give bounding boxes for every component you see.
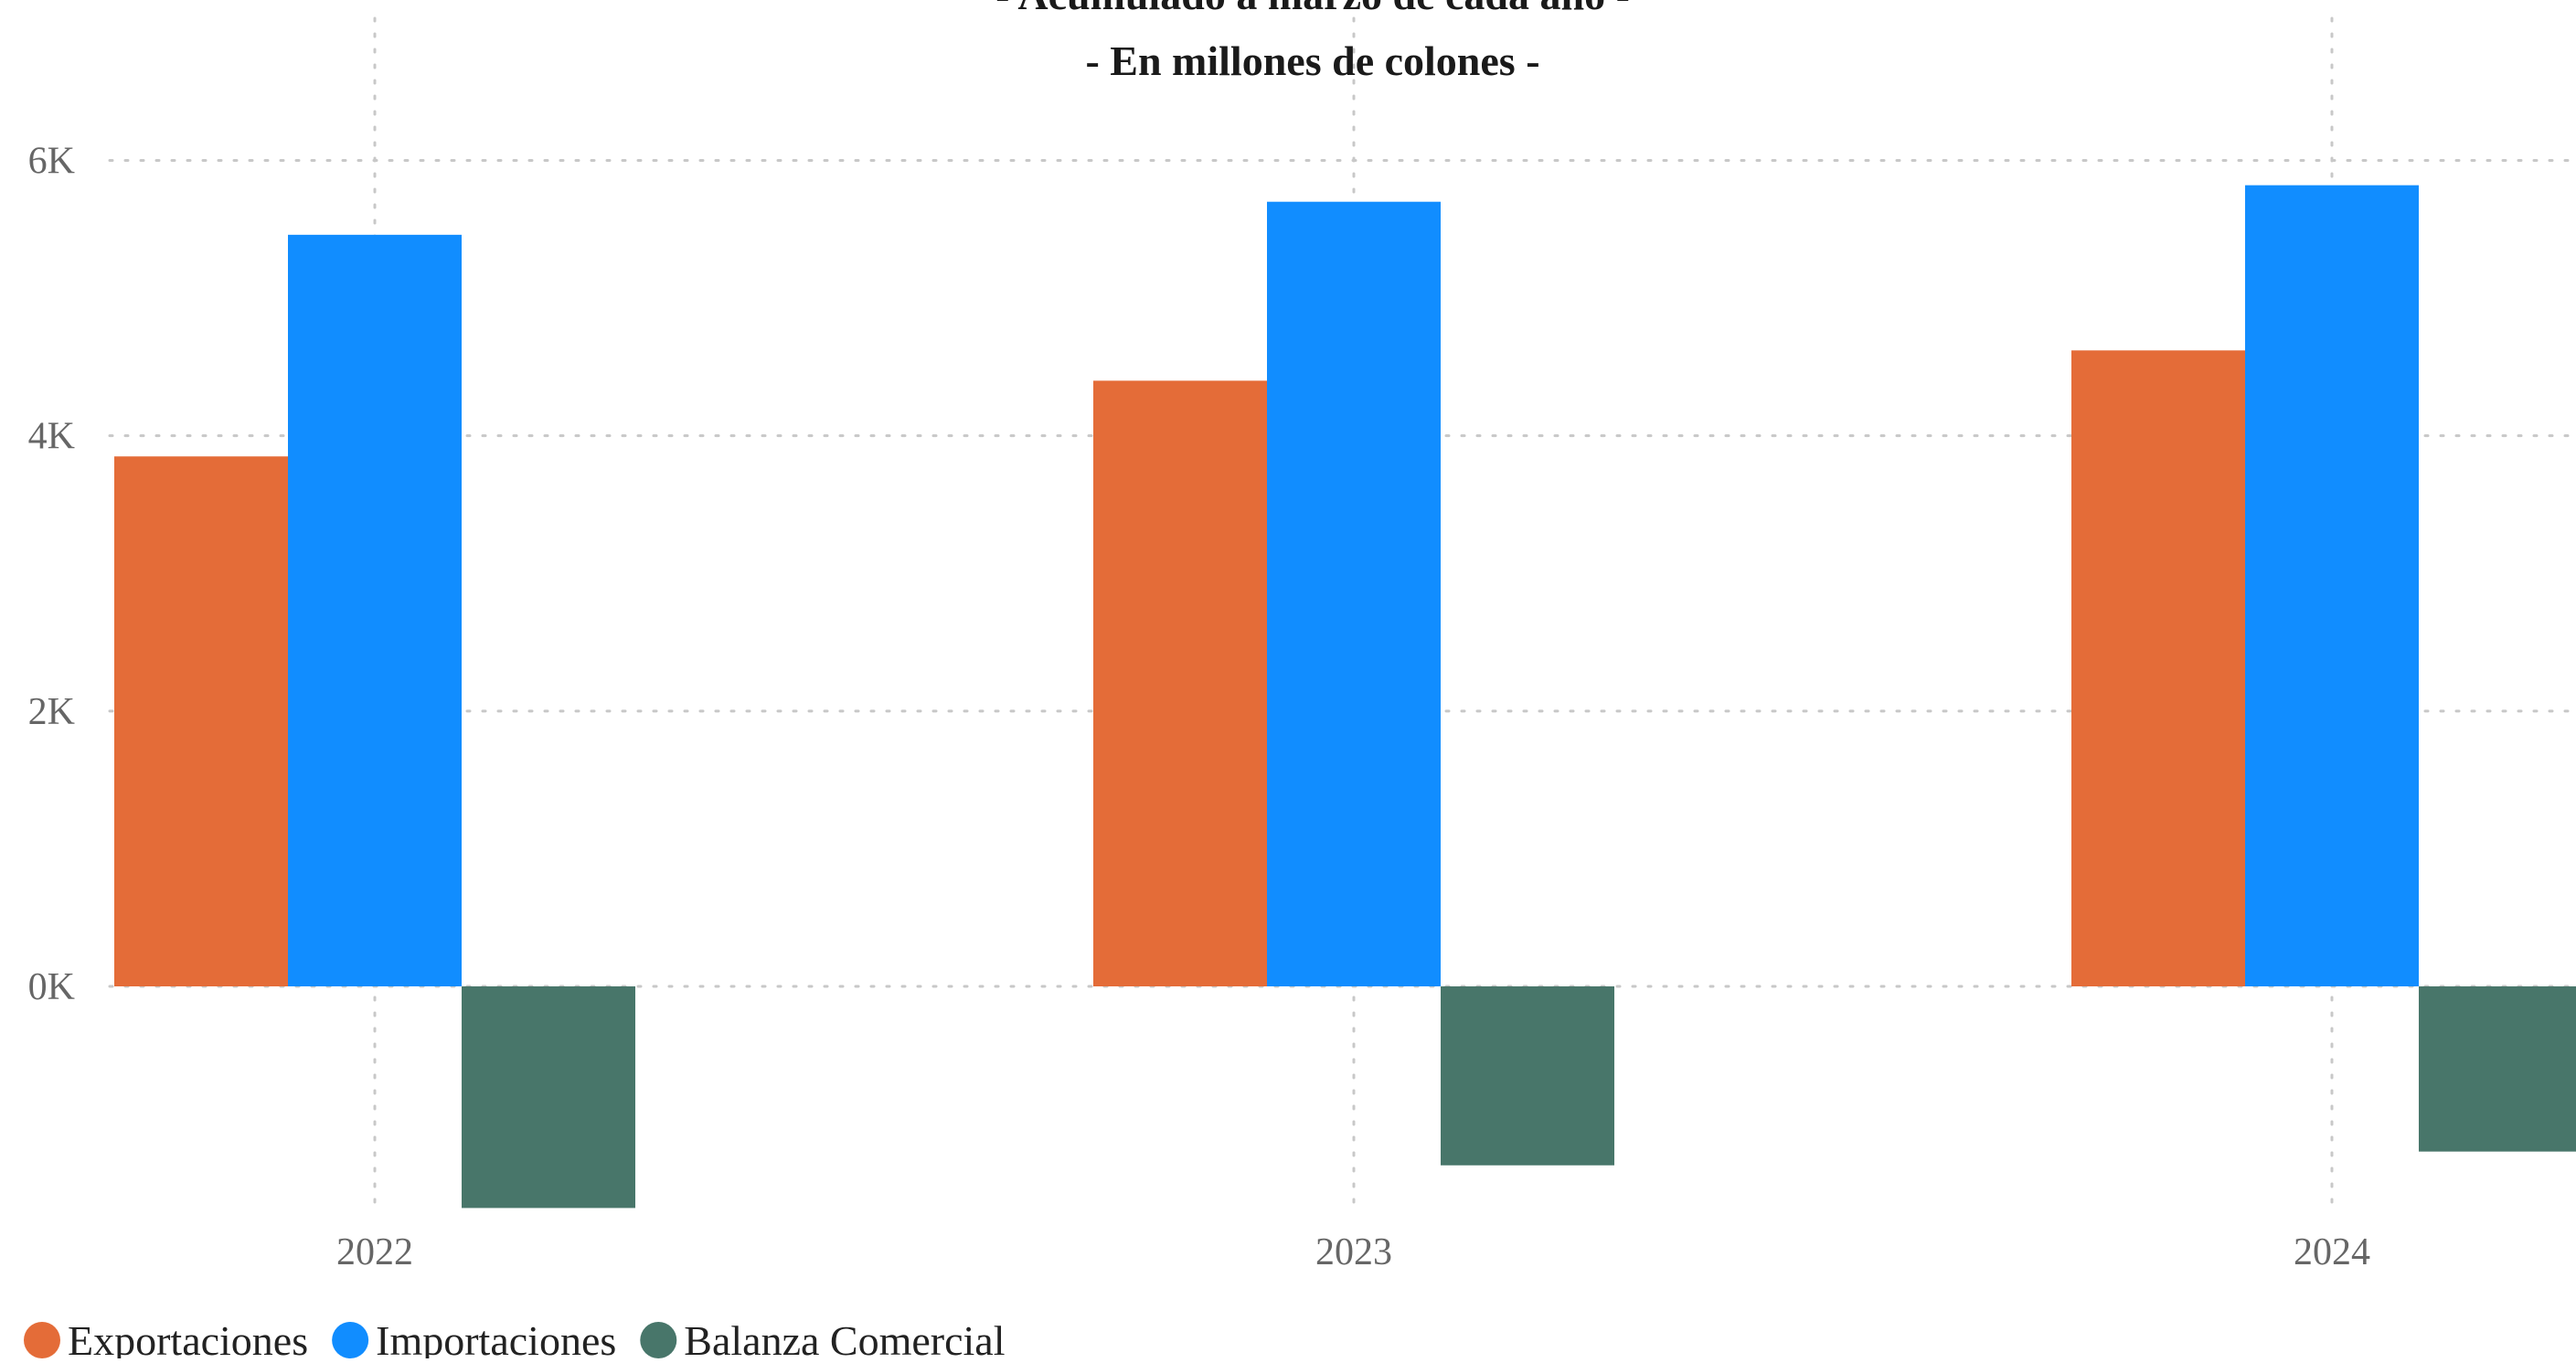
- legend: Exportaciones Importaciones Balanza Comerc…: [24, 1317, 1006, 1363]
- x-tick-label: 2023: [1315, 1231, 1392, 1273]
- bar: [288, 234, 462, 986]
- legend-label: Importaciones: [376, 1317, 616, 1358]
- legend-label: Exportaciones: [68, 1317, 308, 1358]
- chart-subtitle-1: - Acumulado a marzo de cada año -: [995, 0, 1630, 18]
- chart-subtitle-2: - En millones de colones -: [1085, 37, 1539, 84]
- legend-label: Balanza Comercial: [684, 1317, 1005, 1358]
- labels-layer: 0K 2K 4K 6K 2022 2023 2024: [28, 141, 2370, 1273]
- y-tick-label: 0K: [28, 966, 75, 1008]
- bar: [2245, 185, 2419, 987]
- bar: [2071, 350, 2245, 986]
- bar: [114, 456, 288, 987]
- bar: [1267, 201, 1441, 987]
- legend-marker: [24, 1322, 60, 1358]
- bar: [1441, 986, 1614, 1166]
- bar: [462, 986, 635, 1209]
- y-tick-label: 2K: [28, 691, 75, 733]
- x-tick-label: 2022: [336, 1231, 413, 1273]
- y-tick-label: 6K: [28, 141, 75, 183]
- bar: [1093, 380, 1267, 986]
- legend-marker: [332, 1322, 369, 1358]
- bars-layer: [114, 185, 2576, 1209]
- legend-marker: [640, 1322, 677, 1358]
- x-tick-label: 2024: [2294, 1231, 2370, 1273]
- y-tick-label: 4K: [28, 416, 75, 458]
- bar: [2419, 986, 2576, 1152]
